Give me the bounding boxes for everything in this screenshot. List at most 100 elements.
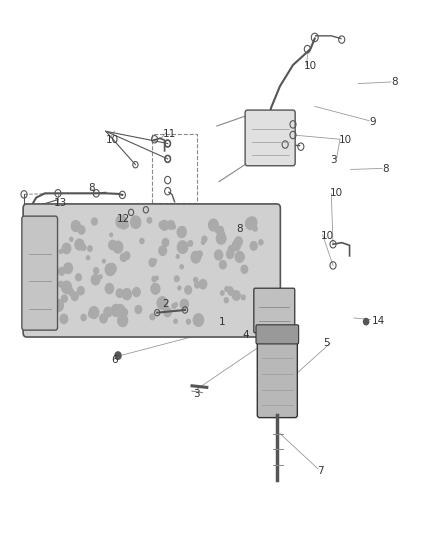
Circle shape xyxy=(202,236,207,242)
FancyBboxPatch shape xyxy=(22,216,57,330)
Circle shape xyxy=(193,314,204,326)
Circle shape xyxy=(124,223,128,228)
Circle shape xyxy=(364,318,369,325)
Circle shape xyxy=(230,252,233,256)
Circle shape xyxy=(105,264,115,276)
Circle shape xyxy=(44,270,51,278)
Circle shape xyxy=(86,256,90,260)
Circle shape xyxy=(174,276,179,281)
Circle shape xyxy=(102,260,105,263)
Circle shape xyxy=(105,284,113,294)
Circle shape xyxy=(70,237,73,241)
Circle shape xyxy=(88,311,93,317)
Circle shape xyxy=(152,277,156,281)
Text: 13: 13 xyxy=(53,198,67,208)
Text: 5: 5 xyxy=(323,338,330,349)
Circle shape xyxy=(187,319,191,324)
Circle shape xyxy=(172,304,176,309)
Text: 12: 12 xyxy=(117,214,130,224)
Circle shape xyxy=(149,259,155,266)
Circle shape xyxy=(88,246,92,251)
Text: 8: 8 xyxy=(382,165,389,174)
Text: 10: 10 xyxy=(339,135,352,146)
Text: 6: 6 xyxy=(112,356,118,365)
Circle shape xyxy=(76,274,81,281)
Circle shape xyxy=(131,216,141,229)
Circle shape xyxy=(62,243,71,254)
Circle shape xyxy=(220,291,224,295)
Circle shape xyxy=(147,217,152,223)
Circle shape xyxy=(120,254,127,262)
Circle shape xyxy=(135,305,141,313)
Text: 10: 10 xyxy=(330,188,343,198)
FancyBboxPatch shape xyxy=(257,326,297,418)
Circle shape xyxy=(140,238,144,244)
Circle shape xyxy=(150,314,155,320)
FancyBboxPatch shape xyxy=(245,110,295,166)
Circle shape xyxy=(185,286,191,294)
Circle shape xyxy=(122,288,131,300)
Circle shape xyxy=(235,252,244,262)
Circle shape xyxy=(178,286,181,290)
Circle shape xyxy=(194,282,200,288)
Text: 8: 8 xyxy=(88,183,95,193)
Circle shape xyxy=(228,288,234,295)
Circle shape xyxy=(159,246,166,255)
Circle shape xyxy=(176,255,179,259)
Circle shape xyxy=(201,240,205,244)
Circle shape xyxy=(180,227,186,235)
Circle shape xyxy=(118,314,127,327)
Circle shape xyxy=(253,226,257,231)
Circle shape xyxy=(174,319,177,324)
Circle shape xyxy=(250,241,257,250)
Circle shape xyxy=(157,297,167,309)
Circle shape xyxy=(59,249,63,254)
Circle shape xyxy=(54,300,64,311)
Circle shape xyxy=(110,233,113,237)
Circle shape xyxy=(162,238,169,246)
Circle shape xyxy=(45,256,53,266)
Circle shape xyxy=(159,221,165,228)
Circle shape xyxy=(115,352,121,359)
Circle shape xyxy=(133,287,140,296)
Circle shape xyxy=(91,274,100,285)
Circle shape xyxy=(229,287,233,292)
Circle shape xyxy=(75,239,84,250)
Circle shape xyxy=(246,217,255,230)
Circle shape xyxy=(218,227,223,232)
Circle shape xyxy=(224,298,228,303)
Bar xyxy=(152,134,197,203)
Circle shape xyxy=(68,289,74,295)
Circle shape xyxy=(259,240,263,245)
FancyBboxPatch shape xyxy=(254,288,295,333)
Circle shape xyxy=(109,240,117,249)
Circle shape xyxy=(111,304,121,317)
Circle shape xyxy=(116,215,126,228)
Circle shape xyxy=(61,295,67,302)
Circle shape xyxy=(215,227,221,233)
Circle shape xyxy=(48,263,55,271)
Circle shape xyxy=(258,304,265,312)
Circle shape xyxy=(113,241,123,253)
Text: 2: 2 xyxy=(162,298,169,309)
Circle shape xyxy=(208,219,218,231)
Text: 14: 14 xyxy=(372,316,385,326)
Circle shape xyxy=(58,268,65,275)
FancyBboxPatch shape xyxy=(256,325,299,344)
Circle shape xyxy=(120,308,127,317)
Circle shape xyxy=(46,234,51,240)
Circle shape xyxy=(188,241,193,246)
Circle shape xyxy=(71,221,80,231)
Circle shape xyxy=(180,265,184,269)
Circle shape xyxy=(62,281,71,293)
Circle shape xyxy=(160,221,169,230)
Circle shape xyxy=(58,281,63,287)
Circle shape xyxy=(99,275,102,279)
Circle shape xyxy=(49,228,57,237)
Text: 4: 4 xyxy=(243,330,250,341)
Circle shape xyxy=(222,231,224,235)
Circle shape xyxy=(216,233,226,244)
Circle shape xyxy=(41,266,46,272)
Circle shape xyxy=(124,252,130,260)
Text: 8: 8 xyxy=(237,224,243,235)
